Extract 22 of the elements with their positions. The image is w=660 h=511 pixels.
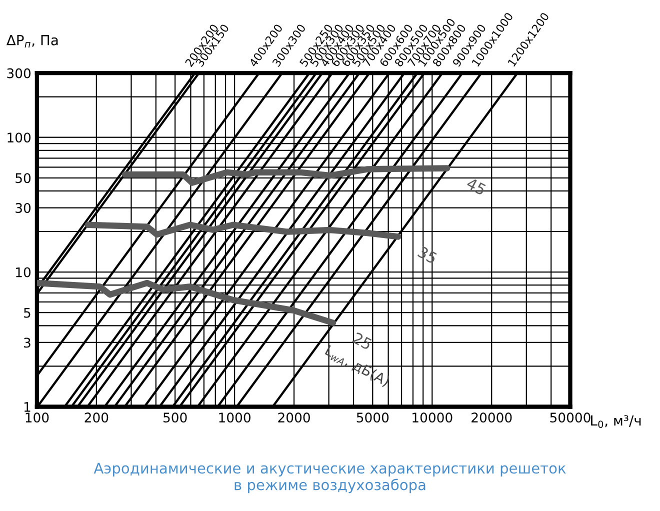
- x-tick-label: 1000: [219, 412, 250, 423]
- x-tick-label: 10000: [412, 412, 452, 423]
- y-tick-label: 1: [24, 402, 30, 412]
- x-tick-label: 2000: [278, 412, 310, 423]
- text: Аэродинамические и акустические характеристики решеток в режиме воздухозабора: [94, 462, 566, 494]
- x-axis-title: L$_{0}$, м³/ч: [591, 415, 641, 428]
- text: 25: [352, 332, 372, 350]
- y-tick-label: 30: [16, 203, 31, 213]
- x-tick-label: 5000: [356, 412, 389, 423]
- y-tick-label: 300: [7, 68, 31, 78]
- x-tick-label: 50000: [550, 412, 590, 423]
- text: 35: [417, 246, 438, 264]
- y-tick-label: 3: [24, 338, 30, 348]
- y-axis-title: ΔP$_{п}$, Па: [6, 35, 58, 48]
- y-tick-label: 100: [8, 132, 31, 143]
- x-tick-label: 20000: [472, 412, 512, 423]
- x-tick-label: 200: [84, 412, 108, 423]
- y-tick-label: 50: [16, 173, 31, 184]
- y-tick-label: 5: [24, 308, 30, 318]
- x-tick-label: 500: [163, 412, 187, 423]
- text: 45: [466, 177, 486, 196]
- y-tick-label: 10: [16, 267, 31, 278]
